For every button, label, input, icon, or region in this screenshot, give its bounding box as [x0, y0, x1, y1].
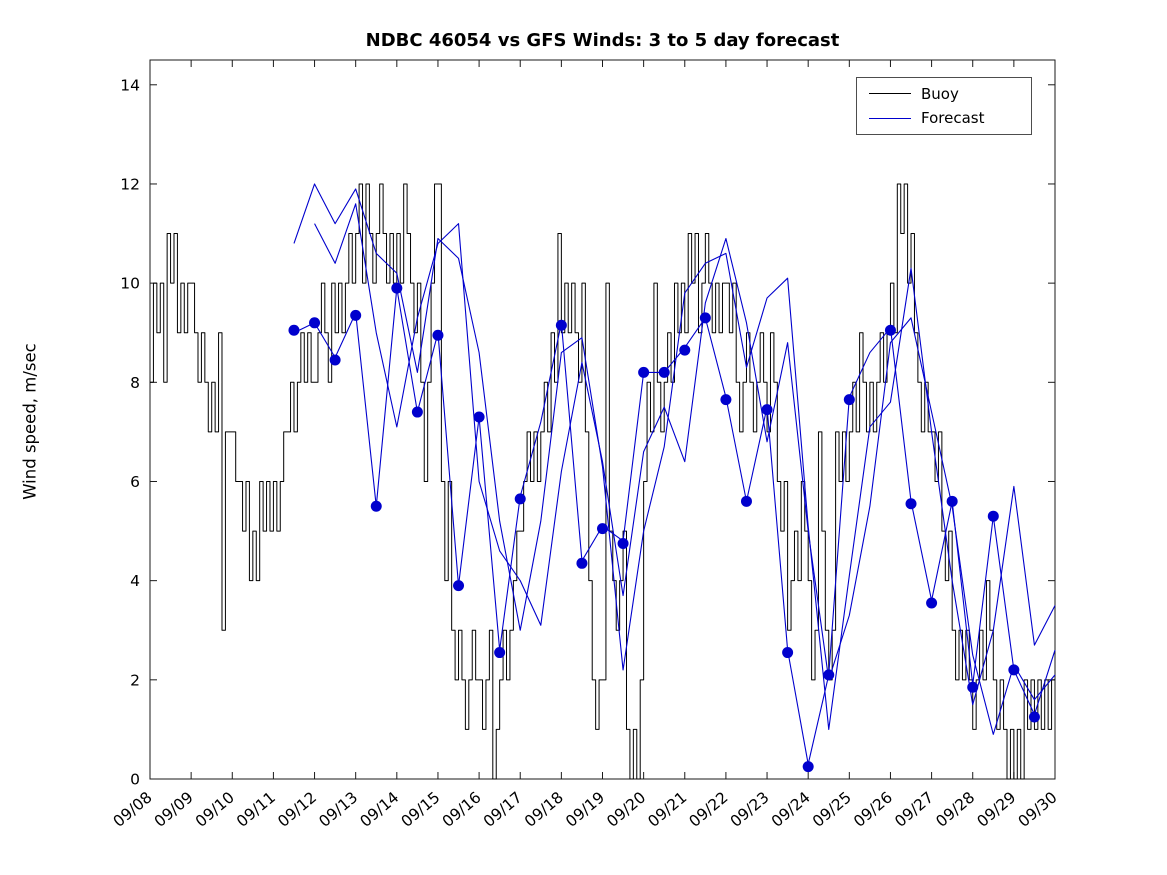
y-tick-label: 10 [120, 275, 140, 293]
y-tick-label: 2 [130, 671, 140, 689]
forecast-marker [453, 580, 465, 592]
forecast-marker [967, 681, 979, 693]
x-tick-label: 09/12 [274, 788, 320, 831]
forecast-marker [740, 495, 752, 507]
forecast-marker [1008, 664, 1020, 676]
forecast-marker [884, 324, 896, 336]
x-tick-label: 09/29 [974, 788, 1020, 831]
x-tick-label: 09/18 [521, 788, 567, 831]
x-tick-label: 09/09 [151, 788, 197, 831]
buoy-line-swatch [869, 93, 911, 95]
forecast-marker [432, 329, 444, 341]
forecast-marker [782, 647, 794, 659]
x-tick-label: 09/22 [686, 788, 732, 831]
x-tick-label: 09/16 [439, 788, 485, 831]
forecast-marker [411, 406, 423, 418]
y-tick-label: 6 [130, 473, 140, 491]
forecast-marker [946, 495, 958, 507]
forecast-marker [987, 510, 999, 522]
forecast-marker [555, 319, 567, 331]
plot-border [149, 59, 1056, 780]
forecast-marker [802, 761, 814, 773]
x-tick-label: 09/27 [891, 788, 937, 831]
x-tick-label: 09/11 [233, 788, 279, 831]
forecast-marker [658, 366, 670, 378]
forecast-marker [761, 404, 773, 416]
legend-item-forecast: Forecast [857, 107, 1031, 129]
forecast-marker [843, 394, 855, 406]
forecast-marker [823, 669, 835, 681]
forecast-series-line [314, 203, 1056, 735]
x-tick-label: 09/28 [933, 788, 979, 831]
x-tick-label: 09/17 [480, 788, 526, 831]
forecast-line-swatch [869, 117, 911, 119]
forecast-marker [473, 411, 485, 423]
forecast-marker [576, 557, 588, 569]
forecast-marker [638, 366, 650, 378]
forecast-series-line [293, 287, 1056, 765]
x-tick-label: 09/20 [603, 788, 649, 831]
x-tick-label: 09/10 [192, 788, 238, 831]
x-tick-label: 09/15 [398, 788, 444, 831]
legend-item-buoy: Buoy [857, 83, 1031, 105]
legend-label-buoy: Buoy [921, 84, 959, 103]
forecast-marker [370, 500, 382, 512]
forecast-marker [288, 324, 300, 336]
x-tick-label: 09/08 [110, 788, 156, 831]
x-tick-label: 09/19 [562, 788, 608, 831]
forecast-marker [720, 394, 732, 406]
forecast-marker [926, 597, 938, 609]
forecast-marker [905, 498, 917, 510]
forecast-marker [679, 344, 691, 356]
y-tick-label: 8 [130, 374, 140, 392]
forecast-marker [391, 282, 403, 294]
forecast-marker [494, 647, 506, 659]
forecast-marker [309, 317, 321, 329]
x-tick-label: 09/21 [645, 788, 691, 831]
forecast-marker [514, 493, 526, 505]
legend-label-forecast: Forecast [921, 109, 985, 128]
x-tick-label: 09/14 [357, 788, 403, 831]
x-tick-label: 09/23 [727, 788, 773, 831]
y-axis-label: Wind speed, m/sec [20, 343, 40, 500]
forecast-marker [699, 312, 711, 324]
forecast-marker [329, 354, 341, 366]
forecast-marker [617, 537, 629, 549]
forecast-marker [350, 309, 362, 321]
y-tick-label: 14 [120, 76, 140, 94]
buoy-series-line [150, 183, 1055, 780]
y-tick-label: 0 [130, 771, 140, 789]
x-tick-label: 09/25 [809, 788, 855, 831]
forecast-marker [597, 523, 608, 535]
y-tick-label: 12 [120, 175, 140, 193]
chart-title: NDBC 46054 vs GFS Winds: 3 to 5 day fore… [365, 30, 840, 51]
x-tick-label: 09/13 [315, 788, 361, 831]
x-tick-label: 09/24 [768, 788, 814, 831]
forecast-marker [1028, 711, 1040, 723]
legend: Buoy Forecast [856, 77, 1032, 135]
forecast-series-line [293, 183, 1056, 730]
x-tick-label: 09/26 [850, 788, 896, 831]
y-tick-label: 4 [130, 572, 140, 590]
x-tick-label: 09/30 [1015, 788, 1061, 831]
